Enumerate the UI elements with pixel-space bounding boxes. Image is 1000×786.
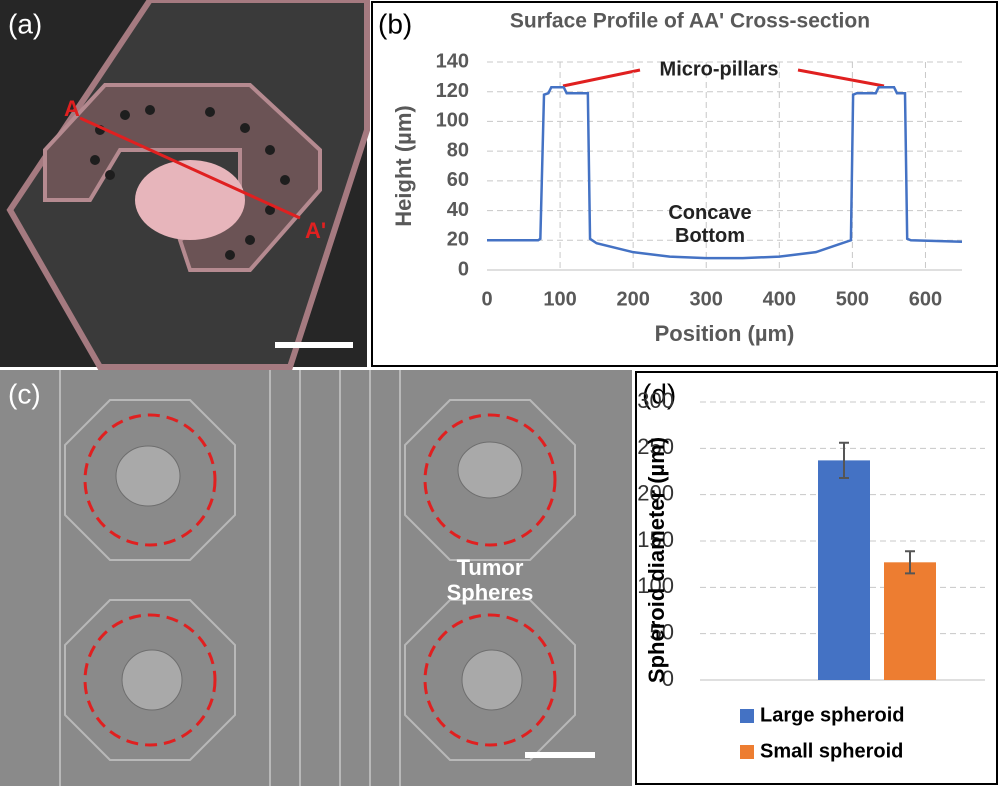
y-tick-label: 50 bbox=[650, 619, 674, 644]
legend-label: Small spheroid bbox=[760, 740, 903, 762]
y-tick-label: 0 bbox=[458, 258, 469, 280]
annotation: Micro-pillars bbox=[660, 58, 779, 80]
x-axis-title: Position (µm) bbox=[655, 321, 795, 346]
panel-label: (b) bbox=[378, 8, 412, 39]
y-tick-label: 120 bbox=[436, 80, 469, 102]
panel-frame bbox=[635, 371, 998, 785]
annotation: Tumor Spheres bbox=[446, 555, 534, 606]
x-tick-label: 500 bbox=[836, 288, 869, 310]
point-label: A bbox=[64, 96, 80, 121]
panel-label: (c) bbox=[8, 378, 41, 409]
bar bbox=[884, 562, 936, 680]
legend-label: Large spheroid bbox=[760, 704, 904, 726]
y-tick-label: 100 bbox=[436, 110, 469, 132]
legend-swatch bbox=[740, 745, 754, 759]
bar bbox=[818, 460, 870, 680]
y-tick-label: 0 bbox=[662, 666, 674, 691]
panel-frame bbox=[371, 1, 998, 367]
y-tick-label: 140 bbox=[436, 50, 469, 72]
y-tick-label: 300 bbox=[637, 388, 674, 413]
annotation: Concave Bottom bbox=[668, 202, 752, 247]
x-tick-label: 200 bbox=[616, 288, 649, 310]
chart-title: Surface Profile of AA' Cross-section bbox=[510, 10, 870, 33]
panel-a: (a) A A' bbox=[0, 0, 370, 370]
panel-label: (a) bbox=[8, 8, 42, 39]
y-tick-label: 200 bbox=[637, 480, 674, 505]
error-bar bbox=[905, 550, 915, 575]
y-tick-label: 100 bbox=[637, 573, 674, 598]
y-tick-label: 20 bbox=[447, 229, 469, 251]
y-tick-label: 60 bbox=[447, 169, 469, 191]
x-tick-label: 100 bbox=[543, 288, 576, 310]
panel-c: (c) bbox=[0, 370, 632, 786]
y-axis-title: Height (µm) bbox=[391, 105, 416, 226]
y-tick-label: 150 bbox=[637, 527, 674, 552]
panel-label: (d) bbox=[642, 378, 676, 409]
y-tick-label: 250 bbox=[637, 434, 674, 459]
error-bar bbox=[839, 441, 849, 479]
profile-line bbox=[487, 86, 963, 260]
y-tick-label: 40 bbox=[447, 199, 469, 221]
point-label: A' bbox=[305, 218, 326, 243]
x-tick-label: 0 bbox=[481, 288, 492, 310]
legend-swatch bbox=[740, 709, 754, 723]
x-tick-label: 600 bbox=[909, 288, 942, 310]
x-tick-label: 300 bbox=[690, 288, 723, 310]
x-tick-label: 400 bbox=[763, 288, 796, 310]
y-axis-title: Spheroid diameter (µm) bbox=[644, 437, 669, 683]
y-tick-label: 80 bbox=[447, 139, 469, 161]
